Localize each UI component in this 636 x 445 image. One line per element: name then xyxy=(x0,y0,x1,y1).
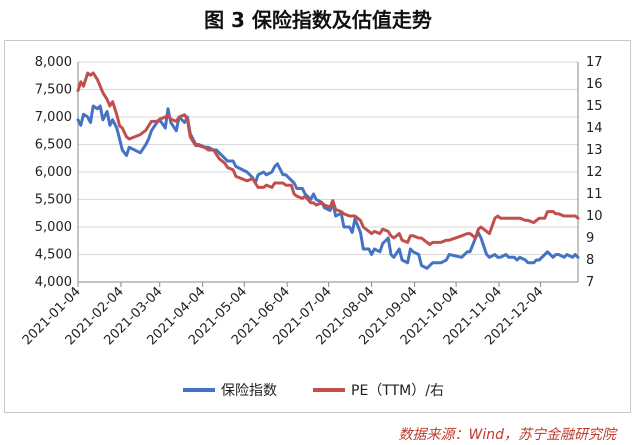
chart-frame: 4,000 4,500 5,000 5,500 6,000 6,500 7,000 7,500… xyxy=(4,40,631,413)
y-left-tick-label: 7,000 xyxy=(35,110,72,125)
y-right-tick-label: 11 xyxy=(586,187,603,202)
line-chart: 4,000 4,500 5,000 5,500 6,000 6,500 7,000 7,500… xyxy=(20,55,603,399)
data-source-note: 数据来源：Wind，苏宁金融研究院 xyxy=(398,427,617,443)
y-left-tick-label: 8,000 xyxy=(35,55,72,70)
y-left-tick-label: 7,500 xyxy=(35,83,72,98)
y-right-tick-label: 16 xyxy=(586,77,603,92)
y-right-tick-label: 10 xyxy=(586,209,603,224)
legend-label-pe: PE（TTM）/右 xyxy=(351,383,444,399)
y-right-tick-label: 14 xyxy=(586,121,603,136)
series-layer xyxy=(76,71,580,270)
y-right-tick-label: 8 xyxy=(586,253,594,268)
y-right-tick-label: 13 xyxy=(586,143,603,158)
y-left-tick-label: 6,500 xyxy=(35,138,72,153)
y-left-tick-label: 5,500 xyxy=(35,193,72,208)
legend-label-index: 保险指数 xyxy=(221,383,277,399)
y-left-tick-label: 4,000 xyxy=(35,275,72,290)
y-right-tick-label: 12 xyxy=(586,165,603,180)
grid-layer xyxy=(78,61,578,283)
y-right-tick-label: 7 xyxy=(586,275,594,290)
y-left-tick-label: 4,500 xyxy=(35,248,72,263)
y-left-tick-label: 5,000 xyxy=(35,220,72,235)
legend: 保险指数 PE（TTM）/右 xyxy=(183,383,444,399)
y-right-tick-label: 17 xyxy=(586,55,603,70)
y-left-tick-label: 6,000 xyxy=(35,165,72,180)
series-line-pe xyxy=(76,71,580,247)
series-line-index xyxy=(76,104,580,270)
chart-title: 图 3 保险指数及估值走势 xyxy=(204,8,432,32)
y-right-tick-label: 15 xyxy=(586,99,603,114)
y-right-tick-label: 9 xyxy=(586,231,594,246)
